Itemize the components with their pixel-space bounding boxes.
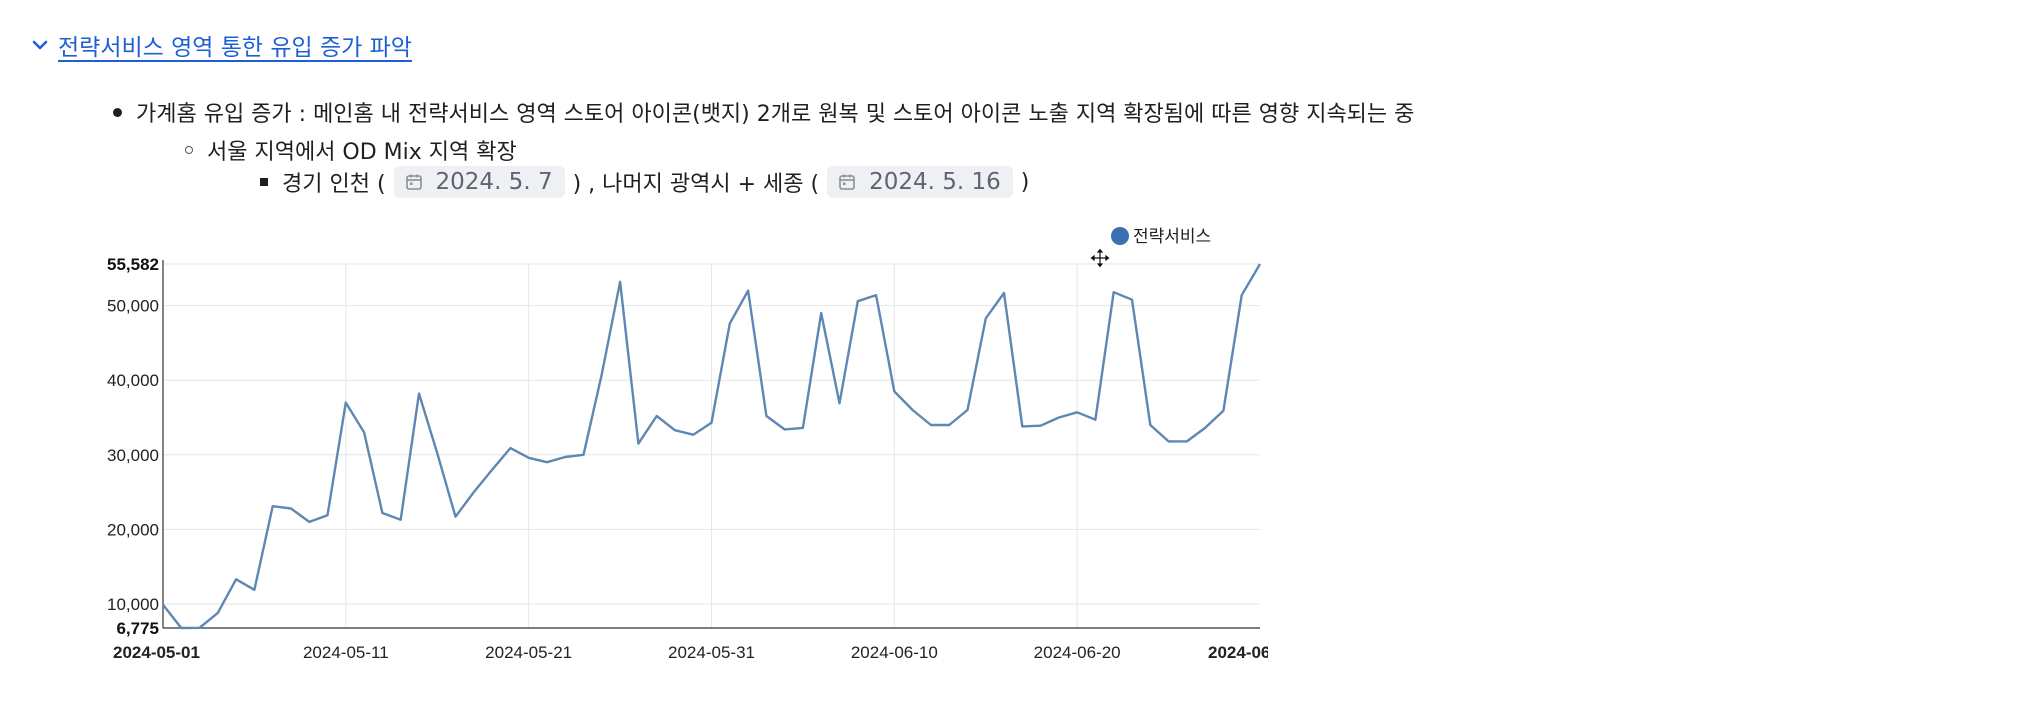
bullet-level1: 가계홈 유입 증가 : 메인홈 내 전략서비스 영역 스토어 아이콘(뱃지) 2…: [113, 96, 1414, 128]
bullet-square-icon: [260, 178, 268, 186]
x-tick-label: 2024-06-20: [1034, 643, 1121, 662]
calendar-icon: [405, 174, 422, 190]
x-tick-label: 2024-05-11: [303, 643, 389, 662]
move-cursor-shape: [1089, 247, 1111, 269]
date-chip-2-text: 2024. 5. 16: [869, 169, 1001, 195]
bullet-level3-prefix: 경기 인천 (: [282, 172, 386, 197]
x-tick-label: 2024-06-10: [851, 643, 938, 662]
y-tick-label: 30,000: [107, 446, 159, 465]
bullet-circle-icon: [185, 146, 193, 154]
bullet-level2-text: 서울 지역에서 OD Mix 지역 확장: [207, 140, 517, 165]
calendar-icon: [839, 174, 855, 190]
bullet-level3: 경기 인천 ( 2024. 5. 7 ) , 나머지 광역시 + 세종 ( 20…: [260, 166, 1029, 198]
bullet-disc-icon: [113, 107, 122, 117]
bullet-level1-text: 가계홈 유입 증가 : 메인홈 내 전략서비스 영역 스토어 아이콘(뱃지) 2…: [136, 102, 1415, 127]
chevron-down-icon: [32, 40, 48, 50]
legend-dot: [1111, 227, 1129, 245]
y-min-label: 6,775: [116, 619, 159, 638]
x-tick-label: 2024-05-01: [113, 643, 200, 662]
y-tick-label: 20,000: [107, 520, 159, 539]
bullet-level2: 서울 지역에서 OD Mix 지역 확장: [185, 134, 517, 166]
legend-label: 전략서비스: [1133, 227, 1211, 247]
series-line: [162, 263, 1262, 630]
bullet-level3-suffix: ): [1020, 169, 1030, 195]
date-chip-2[interactable]: 2024. 5. 16: [827, 166, 1013, 198]
y-tick-label: 50,000: [107, 297, 159, 316]
x-tick-label: 2024-05-31: [668, 643, 755, 662]
move-cursor-icon: [1089, 247, 1111, 269]
date-chip-1[interactable]: 2024. 5. 7: [393, 166, 565, 198]
x-tick-label: 2024-05-21: [485, 643, 572, 662]
y-max-label: 55,582: [107, 255, 159, 274]
bullet-level3-middle: ) , 나머지 광역시 + 세종 (: [572, 172, 820, 197]
date-chip-1-text: 2024. 5. 7: [435, 169, 553, 195]
y-tick-label: 10,000: [107, 595, 159, 614]
section-title-link[interactable]: 전략서비스 영역 통한 유입 증가 파악: [58, 35, 412, 61]
x-tick-label: 2024-06-30: [1208, 643, 1295, 662]
y-tick-label: 40,000: [107, 371, 159, 390]
section-toggle[interactable]: 전략서비스 영역 통한 유입 증가 파악: [30, 28, 412, 62]
